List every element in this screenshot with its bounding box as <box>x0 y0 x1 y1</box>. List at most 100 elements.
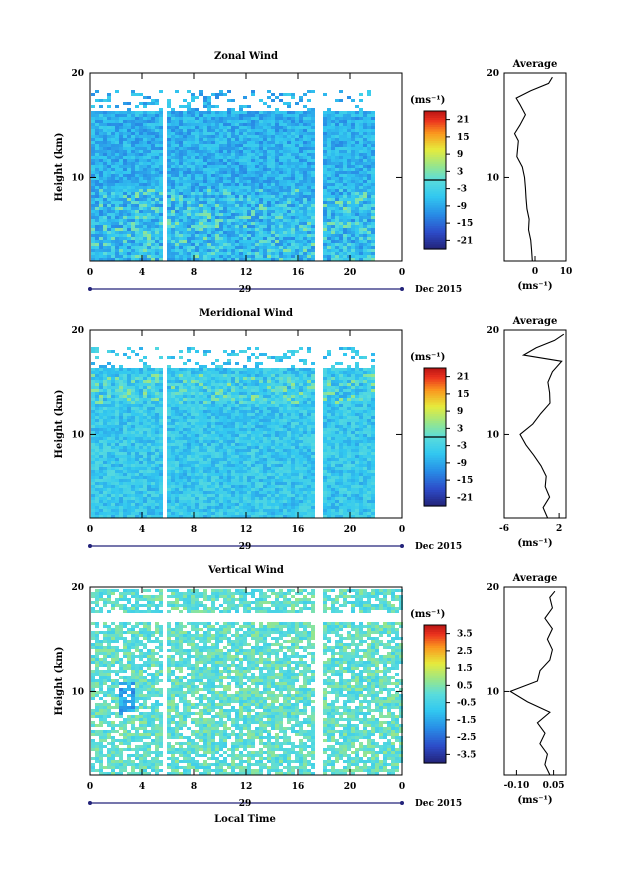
profile-y-tick-label: 20 <box>486 69 499 79</box>
x-tick-label: 20 <box>344 525 357 535</box>
day-axis-start <box>88 801 92 805</box>
colorbar-tick-label: -0.5 <box>457 699 476 709</box>
chart-title: Zonal Wind <box>214 51 278 62</box>
x-tick-label: 8 <box>191 525 197 535</box>
day-label: 29 <box>239 285 252 295</box>
colorbar-unit: (ms⁻¹) <box>410 352 445 363</box>
x-tick-label: 16 <box>292 525 305 535</box>
day-axis-end <box>400 287 404 291</box>
x-tick-label: 0 <box>87 525 93 535</box>
x-tick-label: 16 <box>292 782 305 792</box>
x-tick-label: 4 <box>139 268 145 278</box>
profile-x-tick-label: 2 <box>556 524 562 534</box>
colorbar-tick-label: 21 <box>457 116 470 126</box>
y-axis-label: Height (km) <box>54 647 65 716</box>
colorbar-tick-label: 15 <box>457 133 470 143</box>
y-tick-label: 10 <box>71 430 84 440</box>
colorbar-tick-label: -21 <box>457 236 473 246</box>
chart-title: Meridional Wind <box>199 308 293 319</box>
x-tick-label: 0 <box>399 782 405 792</box>
profile-x-tick-label: -0.10 <box>504 781 530 791</box>
profile-x-label: (ms⁻¹) <box>517 538 552 549</box>
x-tick-label: 12 <box>240 268 253 278</box>
profile-title: Average <box>512 316 558 327</box>
x-axis-label: Local Time <box>214 814 276 825</box>
y-tick-label: 20 <box>71 326 84 336</box>
y-axis-label: Height (km) <box>54 133 65 202</box>
colorbar <box>424 625 446 764</box>
day-label: 29 <box>239 542 252 552</box>
x-tick-label: 4 <box>139 782 145 792</box>
colorbar-tick-label: 2.5 <box>457 647 473 657</box>
colorbar-tick-label: 9 <box>457 407 463 417</box>
heatmap-field <box>91 90 375 261</box>
x-tick-label: 16 <box>292 268 305 278</box>
profile-frame <box>503 329 567 519</box>
colorbar-frame <box>423 624 447 764</box>
profile-title: Average <box>512 573 558 584</box>
x-tick-label: 12 <box>240 525 253 535</box>
colorbar-tick-label: -1.5 <box>457 716 476 726</box>
day-axis-end <box>400 544 404 548</box>
profile-line <box>519 333 565 519</box>
profile-x-tick-label: 10 <box>560 267 573 277</box>
colorbar-tick-label: 1.5 <box>457 664 473 674</box>
heatmap-field <box>91 589 403 775</box>
colorbar-tick-label: 21 <box>457 373 470 383</box>
date-label: Dec 2015 <box>415 799 462 809</box>
colorbar-tick-label: 3 <box>457 424 463 434</box>
heatmap-field <box>91 347 375 518</box>
profile-x-label: (ms⁻¹) <box>517 281 552 292</box>
date-label: Dec 2015 <box>415 542 462 552</box>
profile-title: Average <box>512 59 558 70</box>
x-tick-label: 4 <box>139 525 145 535</box>
colorbar-tick-label: 9 <box>457 150 463 160</box>
day-axis-start <box>88 287 92 291</box>
x-tick-label: 8 <box>191 782 197 792</box>
colorbar <box>424 368 446 507</box>
x-tick-label: 0 <box>399 525 405 535</box>
profile-y-tick-label: 10 <box>486 687 499 697</box>
colorbar-tick-label: -3 <box>457 442 467 452</box>
profile-x-tick-label: 0.05 <box>543 781 565 791</box>
x-tick-label: 8 <box>191 268 197 278</box>
colorbar-tick-label: -15 <box>457 219 473 229</box>
colorbar-tick-label: 3 <box>457 167 463 177</box>
colorbar-tick-label: -3.5 <box>457 750 476 760</box>
profile-frame <box>503 586 567 776</box>
x-tick-label: 0 <box>87 268 93 278</box>
profile-y-tick-label: 10 <box>486 430 499 440</box>
profile-x-label: (ms⁻¹) <box>517 795 552 806</box>
colorbar-tick-label: -3 <box>457 185 467 195</box>
colorbar-tick-label: 3.5 <box>457 630 473 640</box>
profile-line <box>508 590 556 776</box>
profile-x-tick-label: -6 <box>499 524 509 534</box>
y-tick-label: 20 <box>71 69 84 79</box>
colorbar-tick-label: 0.5 <box>457 681 473 691</box>
profile-x-tick-label: 0 <box>532 267 538 277</box>
colorbar-tick-label: -2.5 <box>457 733 476 743</box>
colorbar-tick-label: -15 <box>457 476 473 486</box>
x-tick-label: 20 <box>344 268 357 278</box>
day-axis-start <box>88 544 92 548</box>
colorbar-tick-label: -9 <box>457 459 467 469</box>
y-tick-label: 10 <box>71 687 84 697</box>
profile-y-tick-label: 20 <box>486 326 499 336</box>
colorbar-unit: (ms⁻¹) <box>410 609 445 620</box>
profile-frame <box>503 72 567 262</box>
x-tick-label: 12 <box>240 782 253 792</box>
profile-y-tick-label: 20 <box>486 583 499 593</box>
day-label: 29 <box>239 799 252 809</box>
chart-title: Vertical Wind <box>207 565 284 576</box>
day-axis-end <box>400 801 404 805</box>
y-tick-label: 10 <box>71 173 84 183</box>
x-tick-label: 20 <box>344 782 357 792</box>
colorbar-tick-label: 15 <box>457 390 470 400</box>
colorbar <box>424 111 446 250</box>
profile-y-tick-label: 10 <box>486 173 499 183</box>
x-tick-label: 0 <box>399 268 405 278</box>
colorbar-tick-label: -21 <box>457 493 473 503</box>
x-tick-label: 0 <box>87 782 93 792</box>
colorbar-tick-label: -9 <box>457 202 467 212</box>
